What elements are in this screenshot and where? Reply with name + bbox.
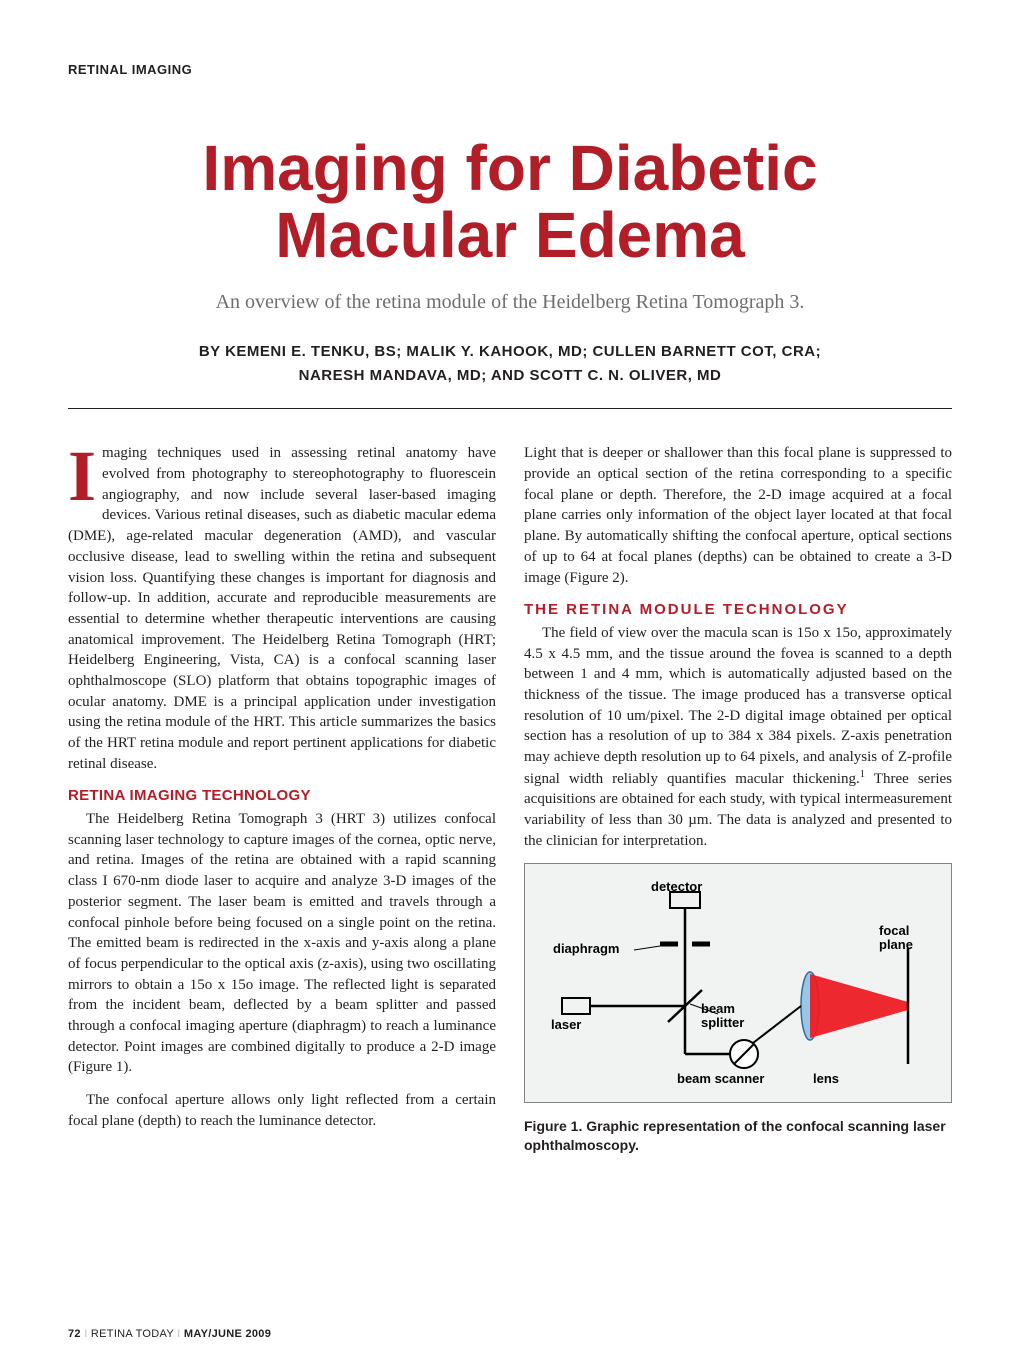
footer-divider-1: I [81,1328,91,1340]
issue-date: MAY/JUNE 2009 [184,1328,271,1340]
byline-line-1: BY KEMENI E. TENKU, BS; MALIK Y. KAHOOK,… [199,343,821,360]
running-head: RETINAL IMAGING [68,62,952,77]
body-columns: Imaging techniques used in assessing ret… [68,443,952,1155]
fig-label-beam-scanner: beam scanner [677,1070,764,1088]
fig-label-diaphragm: diaphragm [553,940,619,958]
fig-label-beam-splitter: beam splitter [701,1002,744,1029]
fig-label-laser: laser [551,1016,581,1034]
column-right: Light that is deeper or shallower than t… [524,443,952,1155]
fig-label-focal-l2: plane [879,937,913,952]
byline: BY KEMENI E. TENKU, BS; MALIK Y. KAHOOK,… [68,340,952,388]
page-footer: 72 I RETINA TODAY I MAY/JUNE 2009 [68,1328,271,1340]
section-head-retina-imaging: RETINA IMAGING TECHNOLOGY [68,786,496,807]
intro-paragraph: Imaging techniques used in assessing ret… [68,443,496,774]
paragraph-continuation: Light that is deeper or shallower than t… [524,443,952,588]
figure-1-box: detector diaphragm laser beam splitter b… [524,863,952,1103]
intro-text: maging techniques used in assessing reti… [68,445,496,771]
fig-label-detector: detector [651,878,702,896]
paragraph-retina-module: The field of view over the macula scan i… [524,623,952,852]
byline-line-2: NARESH MANDAVA, MD; AND SCOTT C. N. OLIV… [299,367,722,384]
title-line-1: Imaging for Diabetic [202,132,817,204]
fig-label-beam-splitter-l2: splitter [701,1015,744,1030]
article-subtitle: An overview of the retina module of the … [68,291,952,314]
figure-1-caption: Figure 1. Graphic representation of the … [524,1117,952,1155]
publication-name: RETINA TODAY [91,1328,174,1340]
rm-text-a: The field of view over the macula scan i… [524,625,952,787]
page-number: 72 [68,1328,81,1340]
fig-label-focal-plane: focal plane [879,924,913,951]
drop-cap: I [68,447,96,506]
fig-label-lens: lens [813,1070,839,1088]
section-head-retina-module: THE RETINA MODULE TECHNOLOGY [524,600,952,621]
confocal-diagram-svg [543,878,933,1088]
paragraph-retina-imaging-1: The Heidelberg Retina Tomograph 3 (HRT 3… [68,809,496,1078]
title-line-2: Macular Edema [275,199,745,271]
paragraph-retina-imaging-2: The confocal aperture allows only light … [68,1090,496,1131]
horizontal-rule [68,408,952,409]
column-left: Imaging techniques used in assessing ret… [68,443,496,1155]
page: RETINAL IMAGING Imaging for Diabetic Mac… [0,0,1020,1195]
article-title: Imaging for Diabetic Macular Edema [68,135,952,269]
footer-divider-2: I [174,1328,184,1340]
figure-1-diagram: detector diaphragm laser beam splitter b… [543,878,933,1088]
